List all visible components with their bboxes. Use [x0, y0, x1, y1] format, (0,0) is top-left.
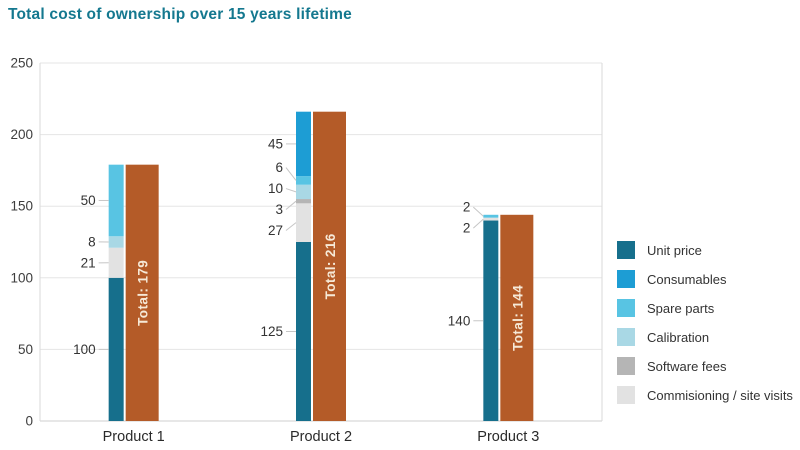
label-connector: [285, 188, 297, 193]
bar-segment-spare-parts: [296, 176, 311, 185]
total-bar: [500, 214, 534, 421]
legend-swatch: [617, 299, 635, 317]
total-label: Total: 179: [136, 260, 151, 326]
bar-segment-commisioning-site-visits: [108, 247, 124, 278]
bar-segment-software-fees: [296, 199, 311, 204]
bar-segment-spare-parts: [108, 164, 124, 237]
segment-value-label: 45: [268, 136, 283, 151]
y-tick-label: 200: [10, 127, 33, 142]
legend-swatch: [617, 328, 635, 346]
y-tick-label: 100: [10, 270, 33, 285]
segment-value-label: 2: [463, 221, 471, 236]
total-bar: [125, 164, 159, 421]
segment-value-label: 21: [81, 255, 96, 270]
legend-swatch: [617, 386, 635, 404]
total-label: Total: 216: [323, 233, 338, 299]
legend-item: Software fees: [617, 357, 793, 375]
label-connector: [285, 222, 297, 231]
label-connector: [472, 218, 484, 229]
legend-label: Consumables: [647, 271, 727, 287]
y-tick-label: 50: [18, 342, 33, 357]
legend: Unit price Consumables Spare parts Calibrat…: [617, 241, 793, 415]
legend-item: Unit price: [617, 241, 793, 259]
segment-value-label: 3: [275, 202, 283, 217]
legend-swatch: [617, 357, 635, 375]
legend-label: Spare parts: [647, 300, 715, 316]
y-tick-label: 250: [10, 56, 33, 71]
legend-label: Unit price: [647, 242, 702, 258]
label-connector: [285, 167, 297, 181]
total-label: Total: 144: [510, 285, 525, 351]
total-bar: [313, 111, 346, 422]
legend-label: Calibration: [647, 329, 710, 345]
x-category-label: Product 3: [477, 429, 539, 445]
segment-value-label: 100: [73, 342, 96, 357]
bar-segment-consumables: [296, 111, 311, 177]
segment-value-label: 50: [81, 193, 96, 208]
bar-segment-unit-price: [108, 277, 124, 421]
chart-title: Total cost of ownership over 15 years li…: [8, 6, 352, 23]
x-category-label: Product 2: [290, 429, 352, 445]
bar-segment-unit-price: [296, 242, 311, 421]
segment-value-label: 10: [268, 181, 283, 196]
legend-swatch: [617, 270, 635, 288]
segment-value-label: 140: [448, 313, 471, 328]
legend-label: Commisioning / site visits: [647, 387, 793, 403]
segment-value-label: 27: [268, 223, 283, 238]
label-connector: [285, 200, 297, 210]
bar-segment-unit-price: [483, 220, 499, 421]
bar-segment-calibration: [108, 236, 124, 248]
legend-label: Software fees: [647, 358, 727, 374]
legend-swatch: [617, 241, 635, 259]
segment-value-label: 8: [88, 234, 96, 249]
legend-item: Consumables: [617, 270, 793, 288]
segment-value-label: 125: [260, 324, 283, 339]
legend-item: Spare parts: [617, 299, 793, 317]
legend-item: Calibration: [617, 328, 793, 346]
segment-value-label: 2: [463, 200, 471, 215]
segment-value-label: 6: [275, 160, 283, 175]
legend-item: Commisioning / site visits: [617, 386, 793, 404]
y-tick-label: 0: [25, 414, 33, 429]
y-tick-label: 150: [10, 199, 33, 214]
bar-segment-commisioning-site-visits: [483, 217, 499, 221]
bar-segment-calibration: [296, 184, 311, 200]
bar-segment-commisioning-site-visits: [296, 203, 311, 242]
x-category-label: Product 1: [103, 429, 165, 445]
label-connector: [472, 206, 484, 217]
bar-segment-spare-parts: [483, 214, 499, 218]
